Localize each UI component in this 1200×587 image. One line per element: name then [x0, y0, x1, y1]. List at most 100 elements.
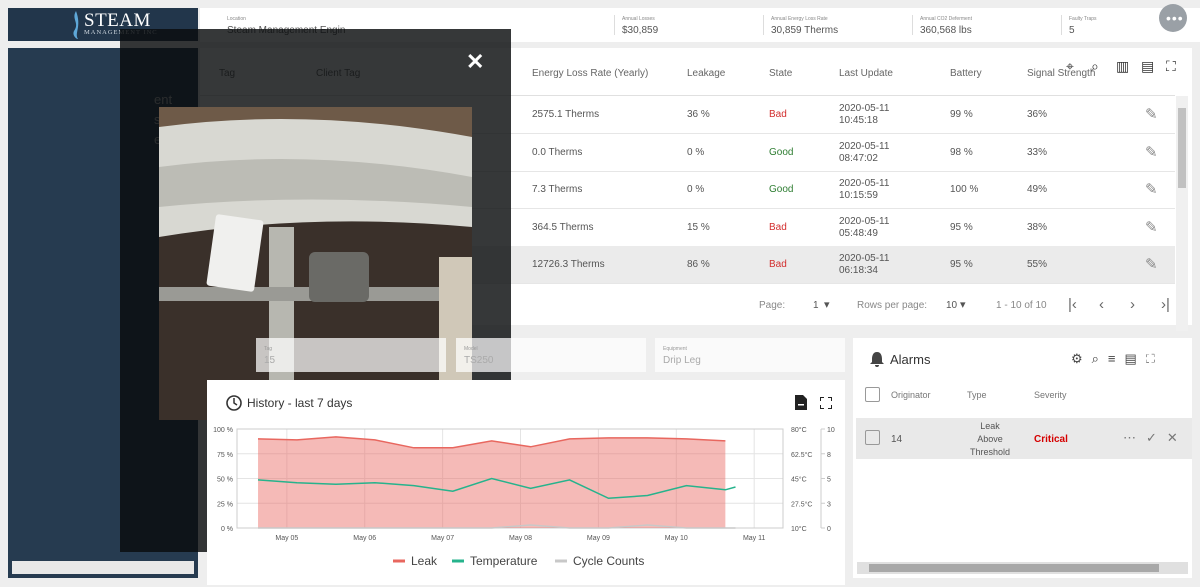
checkbox[interactable] [865, 387, 880, 402]
table-row[interactable]: 7.3 Therms 0 % Good 2020-05-11 10:15:59 100 %… [200, 171, 1175, 210]
alarms-toolbar[interactable]: ⚙⌕≡▤⛶ [1071, 351, 1164, 366]
column-header: Last Update [839, 68, 893, 79]
table-tool[interactable]: ▥ [1116, 58, 1130, 74]
alarm-cell: Leak Above Threshold [969, 421, 1011, 457]
legend-label: Leak [411, 554, 438, 568]
detail-label: Equipment [663, 346, 687, 352]
stat-label: Location [227, 16, 246, 22]
pagination-range: 1 - 10 of 10 [996, 300, 1047, 311]
table-row[interactable]: 0.0 Therms 0 % Good 2020-05-11 08:47:02 98 % 3… [200, 134, 1175, 172]
bell-icon [870, 352, 884, 367]
update-time: 06:18:34 [839, 265, 878, 277]
edit-button[interactable]: ✎ [1145, 256, 1158, 274]
alarm-cell: Critical [1034, 434, 1068, 445]
update-time: 10:15:59 [839, 190, 878, 202]
table-row[interactable]: 364.5 Therms 15 % Bad 2020-05-11 05:48:49 95 … [200, 209, 1175, 247]
series-area [258, 436, 726, 528]
y3-tick-label: 5 [827, 477, 831, 484]
alarms-scrollbar[interactable] [857, 562, 1188, 574]
menu-button[interactable]: ••• [1159, 4, 1187, 32]
pagination-rows: 10 [946, 300, 958, 311]
column-header: Leakage [687, 68, 726, 79]
page-nav[interactable]: |‹ [1068, 296, 1077, 313]
divider [763, 15, 764, 35]
table-tool[interactable]: ⛶ [1166, 58, 1176, 74]
x-tick-label: May 10 [665, 535, 688, 542]
series-line [257, 436, 726, 449]
history-chart: 0 % 25 % 50 % 75 % 100 % May 05 May 06 May 07 Ma… [213, 426, 835, 568]
cell: Good [769, 146, 794, 158]
y-tick-label: 75 % [217, 452, 233, 459]
x-tick-label: May 05 [275, 535, 298, 542]
y3-tick-label: 10 [827, 427, 835, 434]
cell: 7.3 Therms [532, 184, 583, 196]
edit-button[interactable]: ✎ [1145, 106, 1158, 123]
update-time: 05:48:49 [839, 227, 878, 239]
alarm-row[interactable]: 14 Leak Above Threshold Critical ⋯✓✕ [856, 418, 1192, 459]
y-tick-label: 100 % [213, 427, 233, 434]
scroll-thumb[interactable] [869, 564, 1159, 572]
cell: 0.0 Therms [532, 146, 583, 158]
cell: 15 % [687, 221, 710, 233]
stat-label: Annual Energy Loss Rate [771, 16, 828, 22]
x-tick-label: May 09 [587, 535, 610, 542]
legend-label: Cycle Counts [573, 554, 644, 568]
photo [159, 107, 472, 420]
close-button[interactable]: ✕ [466, 49, 485, 74]
detail-field: Model TS250 [456, 338, 646, 372]
edit-button[interactable]: ✎ [1145, 181, 1158, 199]
x-tick-label: May 06 [353, 535, 376, 542]
y2-tick-label: 80°C [791, 426, 807, 434]
header-line [200, 95, 1175, 96]
cell: 38% [1027, 221, 1048, 233]
detail-value: TS250 [464, 355, 494, 366]
cell: 86 % [687, 259, 710, 271]
alarm-column: Severity [1034, 390, 1067, 400]
cell: 33% [1027, 146, 1048, 158]
cell: Bad [769, 109, 787, 120]
photo-sensor [206, 214, 264, 292]
page-nav[interactable]: ‹ [1099, 296, 1104, 313]
column-header: State [769, 68, 793, 79]
cell: 55% [1027, 259, 1048, 271]
dropdown-arrow[interactable]: ▾ [824, 299, 830, 311]
cell: 95 % [950, 259, 973, 271]
x-tick-label: May 11 [743, 535, 766, 542]
detail-value: 15 [264, 355, 276, 366]
scroll-thumb[interactable] [1178, 108, 1186, 188]
checkbox[interactable] [865, 430, 880, 445]
export-icon[interactable] [795, 395, 807, 410]
pagination-page-label: Page: [759, 300, 786, 311]
alarms-title: Alarms [890, 352, 931, 367]
y3-tick-label: 0 [827, 526, 831, 533]
cell: 99 % [950, 109, 973, 120]
table-tool[interactable]: ⌕ [1091, 58, 1099, 74]
divider [912, 15, 913, 35]
cell: 0 % [687, 146, 705, 158]
page-nav[interactable]: › [1130, 296, 1135, 313]
x-tick-label: May 08 [509, 535, 532, 542]
stat-label: Annual CO2 Deferment [920, 16, 972, 22]
y3-tick-label: 3 [827, 501, 831, 508]
logo-flame [73, 11, 79, 39]
alarm-actions[interactable]: ⋯✓✕ [1123, 430, 1188, 445]
detail-field: Equipment Drip Leg [655, 338, 845, 372]
cell: 364.5 Therms [532, 221, 594, 233]
detail-label: Tag [264, 346, 273, 352]
edit-button[interactable]: ✎ [1145, 143, 1158, 161]
table-tool[interactable]: ▤ [1141, 58, 1155, 74]
table-row[interactable]: 2575.1 Therms 36 % Bad 2020-05-11 10:45:18 99… [200, 96, 1175, 134]
y2-tick-label: 45°C [791, 476, 807, 484]
photo-valve [309, 252, 369, 302]
cell: Good [769, 184, 794, 196]
sidebar-scrollbar[interactable] [12, 561, 194, 574]
edit-button[interactable]: ✎ [1145, 218, 1158, 236]
cell: 2575.1 Therms [532, 109, 600, 120]
page-nav[interactable]: ›| [1161, 296, 1170, 313]
table-tool[interactable]: ⌖ [1066, 58, 1074, 74]
detail-label: Model [464, 346, 478, 352]
dropdown-arrow[interactable]: ▾ [960, 299, 966, 311]
y-tick-label: 0 % [221, 526, 233, 533]
y2-tick-label: 27.5°C [791, 500, 812, 508]
stat-label: Faulty Traps [1069, 16, 1097, 22]
